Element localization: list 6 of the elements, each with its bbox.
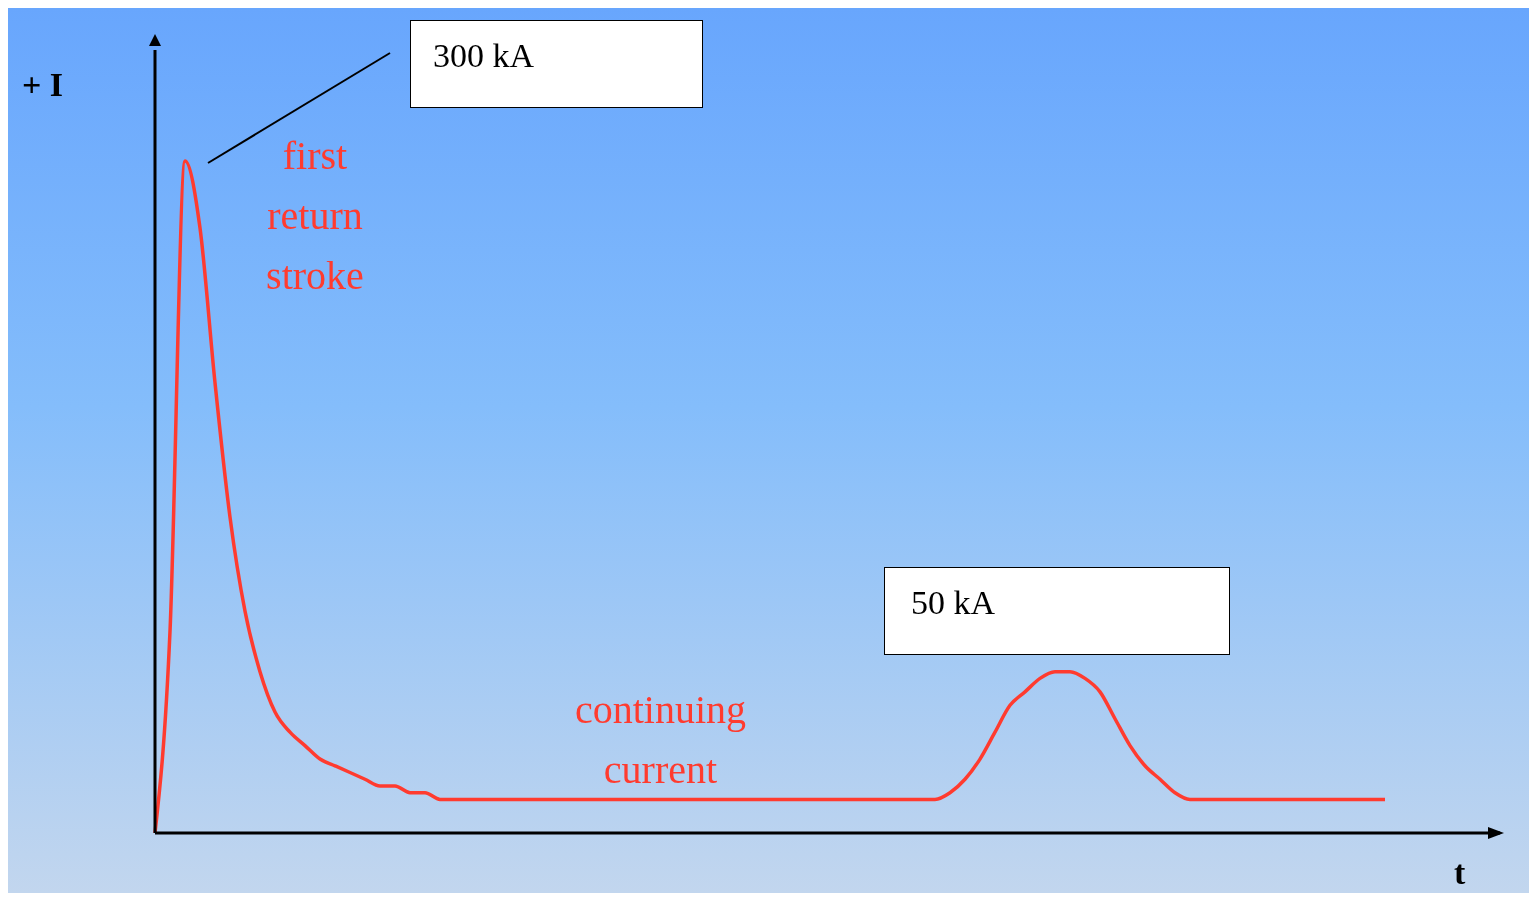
x-axis-title: t <box>1454 854 1466 891</box>
callout-box: 50 kA <box>884 567 1230 655</box>
annotation: continuing current <box>573 686 748 794</box>
annotation: first return stroke <box>265 132 365 300</box>
callout-box: 300 kA <box>410 20 703 108</box>
y-axis-title: + I <box>22 66 64 104</box>
